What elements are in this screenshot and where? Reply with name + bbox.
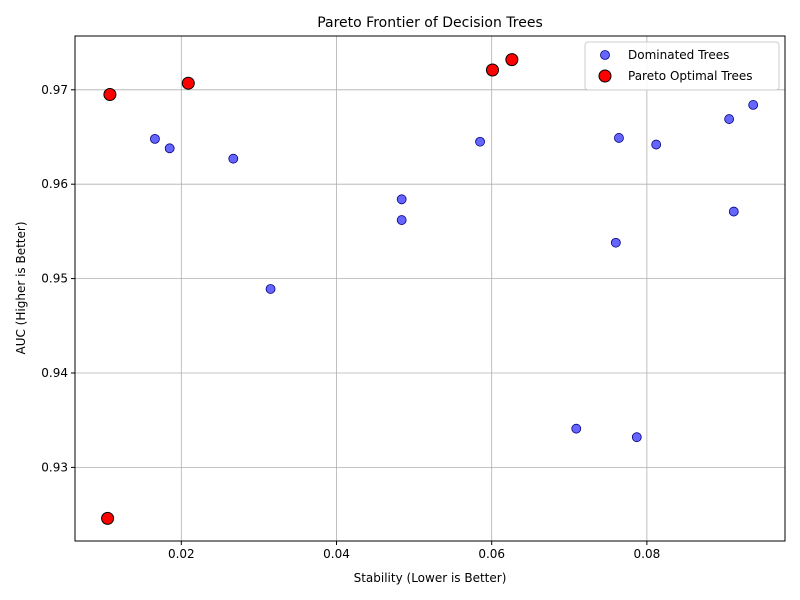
legend-box [584,41,780,91]
dominated-tree-point [651,139,662,150]
dominated-tree-point [396,194,407,205]
x-tick-label: 0.06 [478,547,505,561]
data-points [101,53,759,525]
pareto-tree-point [485,63,499,77]
pareto-tree-point [505,53,519,67]
y-tick-label: 0.95 [41,272,68,286]
dominated-tree-point [228,153,239,164]
plot-frame [74,35,786,542]
pareto-tree-point [101,511,115,525]
legend-marker-dominated [600,50,610,60]
legend-label-dominated: Dominated Trees [628,48,729,62]
y-tick-label: 0.97 [41,83,68,97]
x-axis-ticks: 0.02 0.04 0.06 0.08 [168,541,660,561]
legend-marker-pareto [598,69,612,83]
chart-title: Pareto Frontier of Decision Trees [317,15,543,31]
y-tick-label: 0.96 [41,177,68,191]
x-tick-label: 0.08 [634,547,661,561]
y-tick-label: 0.94 [41,366,68,380]
dominated-tree-point [396,215,407,225]
dominated-tree-point [610,237,621,248]
dominated-tree-point [748,100,759,110]
grid [75,36,785,541]
dominated-tree-point [164,143,175,154]
x-tick-label: 0.02 [168,547,195,561]
x-axis-label: Stability (Lower is Better) [354,571,507,585]
dominated-tree-point [265,284,276,294]
dominated-tree-point [631,432,642,443]
dominated-tree-point [150,133,160,144]
legend: Dominated Trees Pareto Optimal Trees [584,41,780,91]
dominated-tree-point [724,114,735,124]
pareto-tree-point [181,76,195,90]
dominated-tree-point [614,133,624,143]
legend-label-pareto: Pareto Optimal Trees [628,69,753,83]
dominated-tree-point [571,423,582,434]
dominated-tree-point [475,136,485,147]
y-tick-label: 0.93 [41,460,68,474]
dominated-tree-point [728,206,739,217]
x-tick-label: 0.04 [323,547,350,561]
pareto-tree-point [103,88,117,102]
y-axis-label: AUC (Higher is Better) [14,221,28,354]
y-axis-ticks: 0.93 0.94 0.95 0.96 0.97 [41,83,75,474]
